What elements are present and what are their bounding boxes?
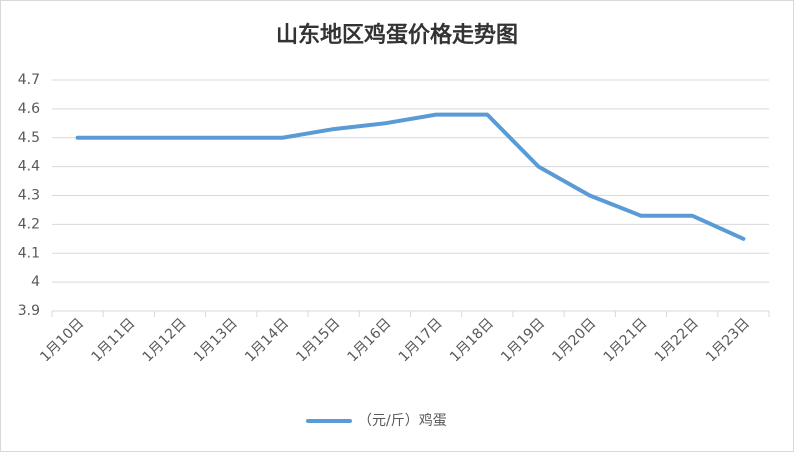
- data-line: [75, 112, 746, 241]
- y-tick-label: 4.5: [18, 130, 40, 146]
- y-tick-label: 3.9: [18, 303, 40, 319]
- y-tick-label: 4.6: [18, 101, 40, 117]
- legend-label: （元/斤）鸡蛋: [358, 412, 447, 429]
- y-tick-label: 4.7: [18, 72, 40, 88]
- y-tick-label: 4: [31, 274, 40, 290]
- y-tick-label: 4.4: [18, 159, 40, 175]
- y-tick-label: 4.3: [18, 188, 40, 204]
- y-tick-label: 4.2: [18, 216, 40, 232]
- chart-title: 山东地区鸡蛋价格走势图: [276, 22, 518, 48]
- y-tick-label: 4.1: [18, 245, 40, 261]
